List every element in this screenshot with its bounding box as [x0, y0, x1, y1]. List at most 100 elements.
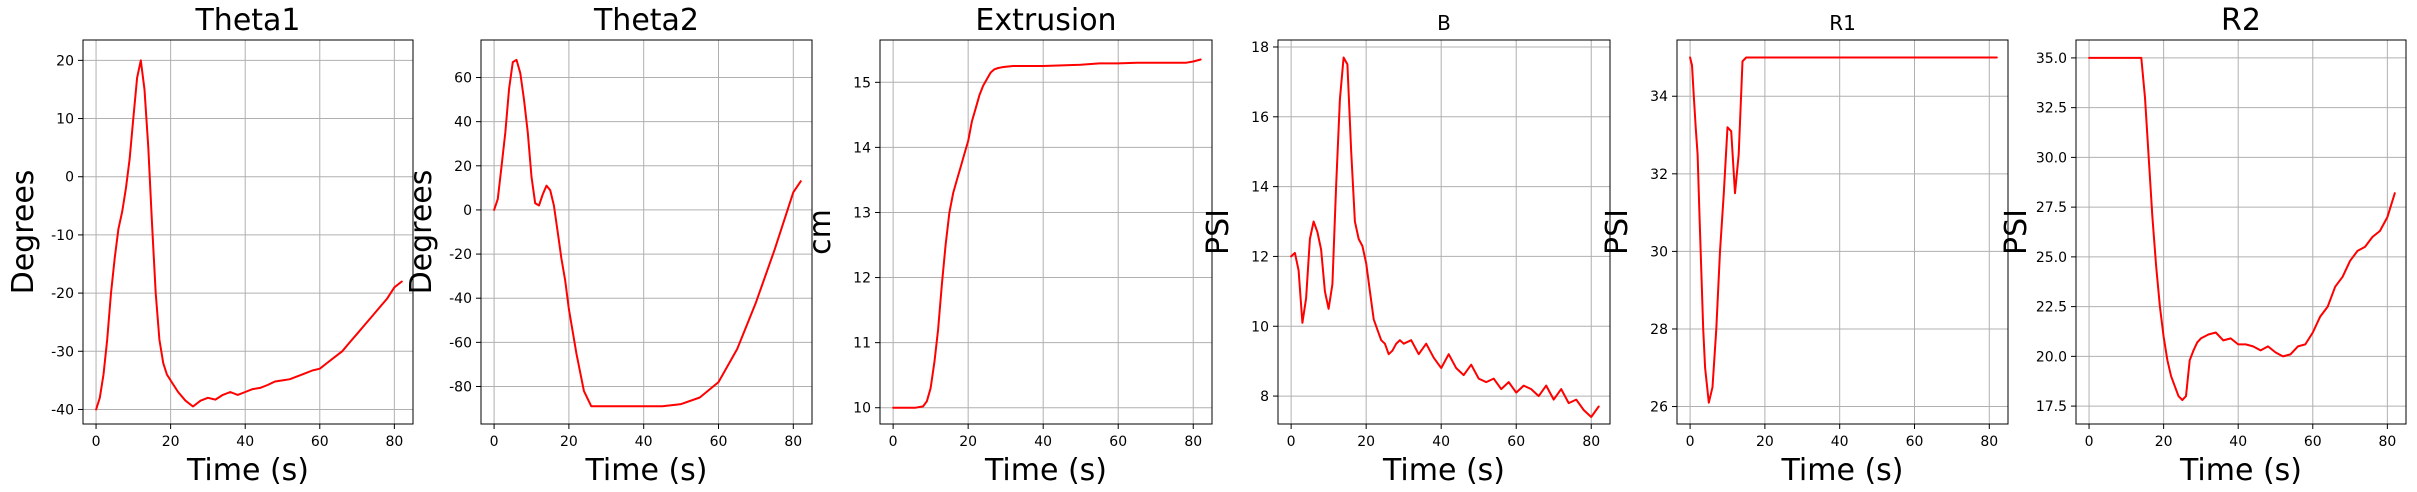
axes-frame — [879, 39, 1213, 425]
axes-frame — [82, 39, 414, 425]
x-axis-label: Time (s) — [186, 453, 309, 488]
x-tick-label: 0 — [889, 434, 898, 450]
y-tick-label: 32.5 — [2036, 101, 2067, 117]
y-tick-label: -40 — [51, 402, 74, 418]
y-axis-label: PSI — [1600, 209, 1635, 255]
axes-frame — [1277, 39, 1611, 425]
y-tick-label: 22.5 — [2036, 300, 2067, 316]
x-tick-label: 20 — [1756, 434, 1774, 450]
series-line — [2088, 56, 2396, 402]
series-line — [95, 59, 403, 411]
y-tick-label: 40 — [454, 115, 472, 131]
x-tick-label: 40 — [236, 434, 254, 450]
y-tick-label: 14 — [1251, 180, 1269, 196]
x-axis-label: Time (s) — [2179, 453, 2302, 488]
x-tick-label: 20 — [1357, 434, 1375, 450]
chart-panel-5: 0 20 40 60 80 17.5 20.0 22.5 25.0 27.5 30.0 32.5 35.… — [1999, 3, 2407, 488]
x-tick-label: 60 — [311, 434, 329, 450]
chart-title: R2 — [2221, 3, 2261, 38]
y-tick-label: 30.0 — [2036, 150, 2067, 166]
y-tick-label: 20 — [454, 159, 472, 175]
y-tick-label: -40 — [449, 291, 472, 307]
x-tick-label: 0 — [1287, 434, 1296, 450]
x-axis-label: Time (s) — [1781, 453, 1904, 488]
x-tick-label: 0 — [490, 434, 499, 450]
x-tick-label: 20 — [2155, 434, 2173, 450]
chart-panel-1: 0 20 40 60 80 -80 -60 -40 -20 0 20 40 60 Theta2 Time (… — [404, 3, 813, 488]
chart-panel-4: 0 20 40 60 80 26 28 30 32 34 R1 Time (s) PSI — [1600, 11, 2009, 488]
x-tick-label: 60 — [1906, 434, 1924, 450]
y-tick-label: 26 — [1650, 400, 1668, 416]
y-tick-label: 30 — [1650, 244, 1668, 260]
x-tick-label: 80 — [1582, 434, 1600, 450]
chart-title: Extrusion — [975, 3, 1116, 38]
y-tick-label: 12 — [853, 271, 871, 287]
y-tick-label: 14 — [853, 140, 871, 156]
y-tick-label: 15 — [853, 75, 871, 91]
chart-title: Theta2 — [593, 3, 699, 38]
axes-frame — [1676, 39, 2009, 425]
x-axis-label: Time (s) — [585, 453, 708, 488]
y-tick-label: 13 — [853, 205, 871, 221]
series-line — [1290, 56, 1600, 418]
x-tick-label: 20 — [162, 434, 180, 450]
y-tick-label: 16 — [1251, 110, 1269, 126]
y-tick-label: 10 — [853, 401, 871, 417]
x-tick-label: 80 — [1184, 434, 1202, 450]
series-line — [892, 58, 1202, 409]
x-tick-label: 60 — [710, 434, 728, 450]
y-tick-label: 20 — [56, 53, 74, 69]
y-tick-label: 8 — [1260, 389, 1269, 405]
x-tick-label: 20 — [560, 434, 578, 450]
y-tick-label: 18 — [1251, 40, 1269, 56]
x-tick-label: 40 — [635, 434, 653, 450]
y-tick-label: 34 — [1650, 89, 1668, 105]
y-axis-label: PSI — [1201, 209, 1236, 255]
y-tick-label: 28 — [1650, 322, 1668, 338]
axes-frame — [2075, 39, 2407, 425]
x-tick-label: 60 — [2304, 434, 2322, 450]
y-tick-label: -20 — [51, 286, 74, 302]
y-tick-label: -20 — [449, 247, 472, 263]
axes-frame — [480, 39, 813, 425]
y-tick-label: 35.0 — [2036, 51, 2067, 67]
chart-title: B — [1437, 11, 1451, 35]
series-line — [493, 58, 802, 408]
chart-title: Theta1 — [194, 3, 300, 38]
x-tick-label: 60 — [1109, 434, 1127, 450]
y-tick-label: 25.0 — [2036, 250, 2067, 266]
y-tick-label: 0 — [65, 170, 74, 186]
x-tick-label: 0 — [92, 434, 101, 450]
x-tick-label: 80 — [2378, 434, 2396, 450]
x-tick-label: 40 — [2229, 434, 2247, 450]
chart-panel-0: 0 20 40 60 80 -40 -30 -20 -10 0 10 20 Theta1 Time (s)… — [6, 3, 414, 488]
y-tick-label: 10 — [1251, 319, 1269, 335]
y-tick-label: 12 — [1251, 249, 1269, 265]
x-tick-label: 40 — [1831, 434, 1849, 450]
y-axis-label: Degrees — [404, 170, 439, 295]
y-tick-label: 10 — [56, 112, 74, 128]
y-tick-label: -30 — [51, 344, 74, 360]
x-tick-label: 80 — [784, 434, 802, 450]
x-axis-label: Time (s) — [984, 453, 1107, 488]
y-axis-label: cm — [803, 209, 838, 255]
x-tick-label: 40 — [1034, 434, 1052, 450]
chart-panel-2: 0 20 40 60 80 10 11 12 13 14 15 Extrusion Time (s) cm — [803, 3, 1213, 488]
y-tick-label: 17.5 — [2036, 399, 2067, 415]
y-tick-label: 11 — [853, 336, 871, 352]
x-tick-label: 0 — [1686, 434, 1695, 450]
y-tick-label: 0 — [463, 203, 472, 219]
y-tick-label: 27.5 — [2036, 200, 2067, 216]
series-line — [1689, 56, 1998, 404]
chart-panel-3: 0 20 40 60 80 8 10 12 14 16 18 B Time (s) PSI — [1201, 11, 1611, 488]
y-tick-label: -10 — [51, 228, 74, 244]
x-tick-label: 0 — [2085, 434, 2094, 450]
y-tick-label: -80 — [449, 379, 472, 395]
y-axis-label: Degrees — [6, 170, 41, 295]
x-tick-label: 80 — [385, 434, 403, 450]
y-tick-label: 60 — [454, 71, 472, 87]
y-tick-label: 32 — [1650, 167, 1668, 183]
x-tick-label: 60 — [1507, 434, 1525, 450]
y-tick-label: 20.0 — [2036, 349, 2067, 365]
x-axis-label: Time (s) — [1382, 453, 1505, 488]
